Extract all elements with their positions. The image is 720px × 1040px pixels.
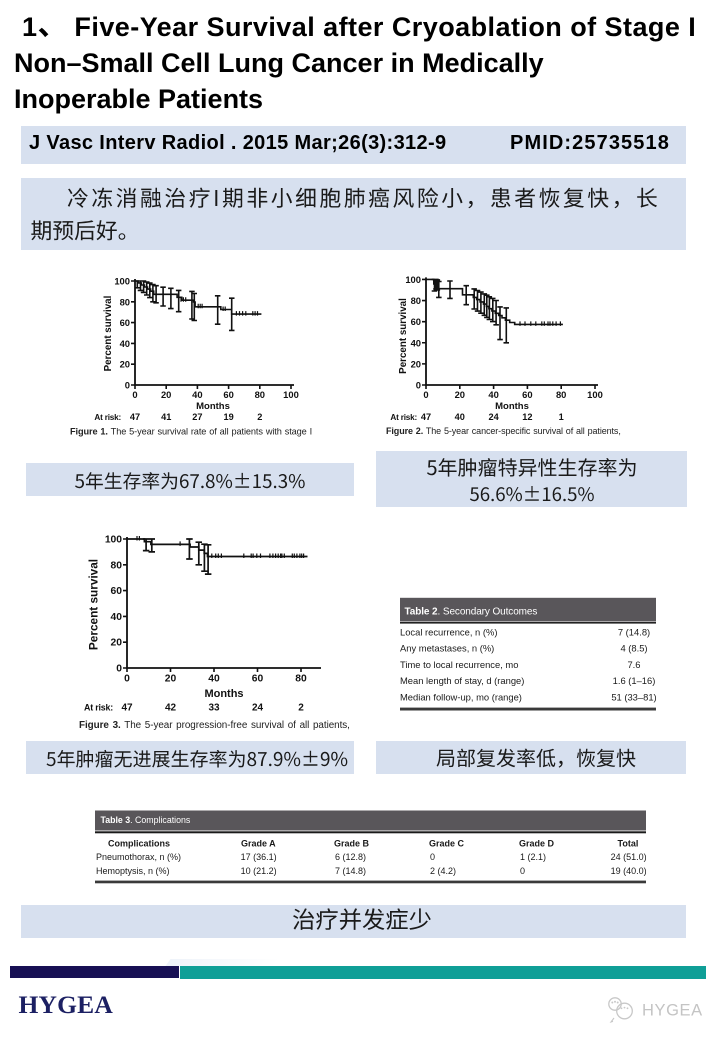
svg-text:19: 19 — [223, 412, 233, 422]
svg-text:40: 40 — [192, 389, 202, 400]
svg-text:17 (36.1): 17 (36.1) — [241, 852, 277, 862]
svg-text:60: 60 — [522, 389, 532, 400]
svg-text:0: 0 — [430, 852, 435, 862]
svg-text:24: 24 — [252, 703, 264, 714]
svg-text:12: 12 — [522, 412, 532, 422]
svg-text:Grade D: Grade D — [519, 839, 555, 849]
svg-text:33: 33 — [208, 703, 220, 714]
svg-text:20: 20 — [455, 389, 465, 400]
svg-text:27: 27 — [192, 412, 202, 422]
svg-text:0: 0 — [124, 674, 130, 685]
svg-text:47: 47 — [121, 703, 133, 714]
svg-text:80: 80 — [411, 295, 421, 306]
svg-text:24 (51.0): 24 (51.0) — [611, 852, 646, 862]
svg-text:HYGEA: HYGEA — [19, 990, 114, 1019]
svg-text:6 (12.8): 6 (12.8) — [335, 852, 366, 862]
svg-text:100: 100 — [405, 274, 421, 285]
svg-text:51 (33–81): 51 (33–81) — [611, 691, 656, 702]
svg-text:Percent survival: Percent survival — [398, 298, 409, 374]
svg-text:20: 20 — [161, 389, 171, 400]
svg-text:0: 0 — [520, 866, 525, 876]
svg-text:Grade A: Grade A — [241, 839, 276, 849]
svg-text:7 (14.8): 7 (14.8) — [617, 627, 649, 638]
svg-text:7.6: 7.6 — [627, 659, 640, 670]
svg-text:60: 60 — [223, 389, 233, 400]
svg-text:40: 40 — [488, 389, 498, 400]
svg-text:Figure 2. The 5-year cancer-sp: Figure 2. The 5-year cancer-specific sur… — [386, 426, 621, 436]
svg-text:2: 2 — [298, 703, 304, 714]
svg-text:40: 40 — [208, 674, 220, 685]
svg-text:40: 40 — [455, 412, 465, 422]
svg-text:Hemoptysis, n (%): Hemoptysis, n (%) — [96, 866, 170, 876]
svg-text:Table 3. Complications: Table 3. Complications — [101, 815, 191, 825]
svg-text:20: 20 — [165, 674, 177, 685]
svg-text:60: 60 — [411, 316, 421, 327]
svg-text:Grade B: Grade B — [334, 839, 370, 849]
svg-text:80: 80 — [255, 389, 265, 400]
svg-text:HYGEA: HYGEA — [642, 1002, 703, 1020]
svg-text:0: 0 — [416, 380, 421, 391]
svg-text:40: 40 — [120, 338, 130, 349]
svg-text:2 (4.2): 2 (4.2) — [430, 866, 456, 876]
svg-text:Local recurrence, n (%): Local recurrence, n (%) — [400, 627, 497, 638]
svg-text:Months: Months — [495, 401, 529, 412]
svg-text:40: 40 — [411, 337, 421, 348]
svg-text:At risk:: At risk: — [390, 413, 417, 422]
svg-text:60: 60 — [111, 586, 123, 597]
svg-text:0: 0 — [132, 389, 137, 400]
svg-text:0: 0 — [116, 664, 122, 675]
svg-text:0: 0 — [125, 380, 130, 391]
svg-text:2: 2 — [257, 412, 262, 422]
svg-text:4 (8.5): 4 (8.5) — [620, 643, 647, 654]
svg-text:Mean length of stay, d (range): Mean length of stay, d (range) — [400, 675, 524, 686]
svg-text:Table 2. Secondary Outcomes: Table 2. Secondary Outcomes — [404, 607, 537, 618]
svg-text:80: 80 — [295, 674, 307, 685]
svg-text:19 (40.0): 19 (40.0) — [611, 866, 646, 876]
svg-text:Figure 3. The 5-year progressi: Figure 3. The 5-year progression-free su… — [79, 720, 350, 731]
svg-text:Median follow-up, mo (range): Median follow-up, mo (range) — [400, 691, 522, 702]
svg-text:1.6 (1–16): 1.6 (1–16) — [612, 675, 655, 686]
svg-text:Figure 1. The 5-year survival: Figure 1. The 5-year survival rate of al… — [70, 427, 312, 437]
svg-text:Complications: Complications — [108, 839, 170, 849]
svg-text:80: 80 — [556, 389, 566, 400]
svg-text:47: 47 — [421, 412, 431, 422]
svg-text:20: 20 — [411, 358, 421, 369]
svg-text:42: 42 — [165, 703, 177, 714]
svg-text:100: 100 — [114, 276, 130, 287]
svg-text:41: 41 — [161, 412, 171, 422]
svg-text:1: 1 — [559, 412, 564, 422]
svg-text:80: 80 — [120, 296, 130, 307]
svg-text:Grade C: Grade C — [429, 839, 465, 849]
svg-text:100: 100 — [105, 535, 122, 546]
svg-text:100: 100 — [283, 389, 299, 400]
svg-text:47: 47 — [130, 412, 140, 422]
svg-text:Total: Total — [618, 839, 639, 849]
svg-text:7 (14.8): 7 (14.8) — [335, 866, 366, 876]
svg-text:60: 60 — [252, 674, 264, 685]
svg-text:100: 100 — [587, 389, 603, 400]
svg-text:Months: Months — [196, 401, 230, 412]
svg-text:Months: Months — [204, 688, 243, 700]
svg-text:20: 20 — [120, 359, 130, 370]
svg-text:24: 24 — [488, 412, 499, 422]
svg-text:10 (21.2): 10 (21.2) — [241, 866, 277, 876]
svg-text:Percent survival: Percent survival — [87, 559, 101, 650]
svg-text:80: 80 — [111, 560, 123, 571]
svg-text:Time to local recurrence, mo: Time to local recurrence, mo — [400, 659, 518, 670]
svg-text:At risk:: At risk: — [84, 703, 113, 713]
svg-text:1 (2.1): 1 (2.1) — [520, 852, 546, 862]
svg-text:Pneumothorax, n (%): Pneumothorax, n (%) — [96, 852, 181, 862]
svg-text:Any metastases, n (%): Any metastases, n (%) — [400, 643, 494, 654]
svg-text:At risk:: At risk: — [94, 413, 121, 422]
svg-text:60: 60 — [120, 317, 130, 328]
svg-text:0: 0 — [423, 389, 428, 400]
svg-text:Percent survival: Percent survival — [103, 295, 114, 371]
svg-text:20: 20 — [111, 638, 123, 649]
svg-text:40: 40 — [111, 612, 123, 623]
